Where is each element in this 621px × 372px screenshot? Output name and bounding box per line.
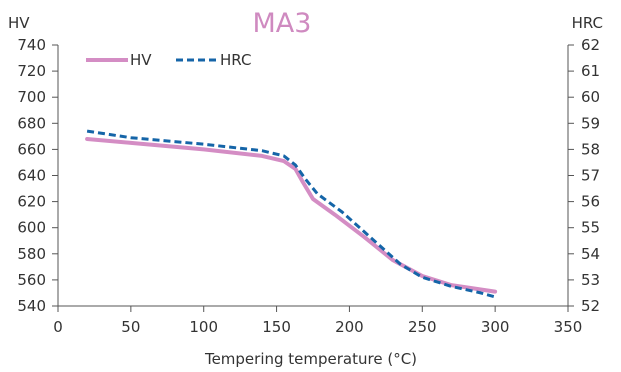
series-line-hv: [85, 137, 498, 294]
legend: HV HRC: [86, 51, 251, 69]
legend-label-hrc: HRC: [220, 51, 251, 69]
right-tick-label: 54: [581, 245, 600, 263]
left-tick-label: 620: [17, 193, 46, 211]
right-tick-label: 61: [581, 62, 600, 80]
x-tick-label: 200: [335, 318, 364, 336]
x-tick-label: 350: [554, 318, 583, 336]
right-tick-label: 62: [581, 36, 600, 54]
x-tick-label: 250: [408, 318, 437, 336]
legend-label-hv: HV: [130, 51, 152, 69]
right-axis-label: HRC: [572, 14, 603, 32]
series-layer: [85, 129, 498, 299]
right-tick-label: 58: [581, 140, 600, 158]
right-tick-label: 52: [581, 297, 600, 315]
right-tick-label: 59: [581, 114, 600, 132]
series-line-hrc: [86, 129, 496, 299]
x-tick-label: 50: [121, 318, 140, 336]
left-axis-label: HV: [8, 14, 30, 32]
right-tick-label: 55: [581, 219, 600, 237]
right-tick-label: 53: [581, 271, 600, 289]
left-tick-label: 680: [17, 114, 46, 132]
axes: 5405605806006206406606807007207405253545…: [17, 36, 600, 336]
right-tick-label: 57: [581, 167, 600, 185]
left-tick-label: 600: [17, 219, 46, 237]
left-tick-label: 540: [17, 297, 46, 315]
left-tick-label: 740: [17, 36, 46, 54]
left-tick-label: 580: [17, 245, 46, 263]
right-tick-label: 60: [581, 88, 600, 106]
left-tick-label: 560: [17, 271, 46, 289]
right-tick-label: 56: [581, 193, 600, 211]
x-tick-label: 300: [481, 318, 510, 336]
left-tick-label: 700: [17, 88, 46, 106]
left-tick-label: 720: [17, 62, 46, 80]
left-tick-label: 660: [17, 140, 46, 158]
x-tick-label: 0: [53, 318, 63, 336]
left-tick-label: 640: [17, 167, 46, 185]
x-axis-label: Tempering temperature (°C): [204, 350, 417, 368]
x-tick-label: 100: [189, 318, 218, 336]
chart-title: MA3: [253, 8, 312, 39]
x-tick-label: 150: [262, 318, 291, 336]
